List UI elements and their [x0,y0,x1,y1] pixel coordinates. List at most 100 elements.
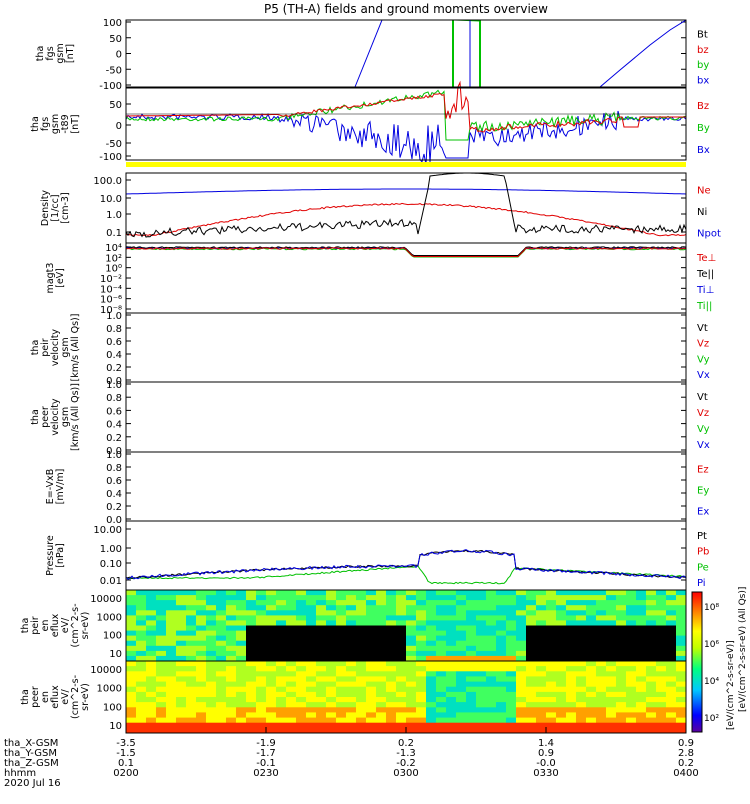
heat-cell [326,717,337,724]
heat-cell [146,722,157,729]
heat-cell [536,645,547,652]
heat-cell [126,727,137,733]
heat-cell [576,635,587,642]
heat-cell [146,686,157,693]
heat-cell [666,650,677,657]
heat-cell [306,717,317,724]
heat-cell [306,595,317,601]
heat-cell [556,686,567,693]
heat-cell [566,615,577,621]
heat-cell [156,671,167,677]
heat-cell [306,650,317,657]
heat-cell [476,615,487,621]
ylabel-line: en [40,691,51,703]
ytick-label: 10⁴ [105,243,122,254]
heat-cell [406,650,417,657]
heat-cell [516,702,527,708]
heat-cell [336,717,347,724]
xaxis-row-label: tha_Y-GSM [4,748,57,759]
heat-cell [536,590,547,596]
heat-cell [516,595,527,601]
heat-cell [136,722,147,729]
heat-cell [316,620,327,626]
ylabel-line: gsm [55,43,66,63]
panel-peer_en_eflux: tha peer en eflux eV/(cm^2-s-sr-eV)100001000… [20,665,686,732]
heat-cell [636,712,647,718]
heat-cell [456,625,467,632]
heat-cell [526,650,537,657]
heat-cell [616,707,627,713]
heat-cell [596,645,607,652]
heat-cell [306,671,317,677]
heat-cell [296,620,307,626]
heat-cell [596,605,607,611]
heat-cell [556,625,567,632]
heat-cell [366,620,377,626]
heat-cell [636,697,647,703]
heat-cell [346,620,357,626]
legend-Ni: Ni [697,207,707,218]
heat-cell [156,645,167,652]
heat-cell [356,691,367,698]
heat-cell [406,655,417,662]
ytick-label: 50 [109,100,122,111]
heat-cell [366,630,377,637]
heat-cell [356,620,367,626]
ylabel-line: gsm [60,407,71,427]
heat-cell [516,655,527,662]
heat-cell [596,676,607,682]
heat-cell [526,722,537,729]
heat-cell [606,605,617,611]
heat-cell [266,635,277,642]
heat-cell [586,650,597,657]
panel-peer_velocity: tha peer velocity gsm [km/s (All Qs)] 1.00.80… [30,380,710,457]
heat-cell [216,645,227,652]
heat-cell [476,707,487,713]
heat-cell [196,661,207,667]
heat-cell [226,666,237,672]
heat-cell [466,655,477,662]
heat-cell [196,605,207,611]
heat-cell [556,640,567,647]
heat-cell [236,610,247,616]
ytick-label: -50 [106,139,122,150]
legend-Bt: Bt [697,30,708,41]
heat-cell [656,727,667,733]
heat-cell [386,605,397,611]
heat-cell [286,722,297,729]
heat-cell [366,610,377,616]
heat-cell [326,681,337,688]
panel-peir_velocity: tha peir velocity gsm [km/s (All Qs)] 1.00.80… [30,311,710,387]
ytick-label: 0.10 [100,559,122,570]
panel-magt3: magt3 [eV]10⁴10²10⁰10⁻²10⁻⁴10⁻⁶10⁻⁸Te⊥Te|… [45,243,716,316]
heat-cell [406,681,417,688]
heat-cell [486,676,497,682]
heat-cell [156,686,167,693]
heat-cell [186,691,197,698]
heat-cell [216,697,227,703]
heat-cell [586,605,597,611]
heat-cell [496,666,507,672]
heat-cell [166,630,177,637]
heat-cell [626,595,637,601]
heat-cell [576,610,587,616]
heat-cell [466,686,477,693]
heat-cell [376,707,387,713]
heat-cell [516,681,527,688]
heat-cell [176,681,187,688]
colorbar-tick: 10⁸ [704,603,719,613]
heat-cell [506,702,517,708]
heat-cell [366,702,377,708]
heat-cell [396,635,407,642]
ylabel-line: tha [20,618,31,634]
legend-Pe: Pe [697,562,709,573]
heat-cell [546,671,557,677]
heat-cell [286,691,297,698]
heat-cell [196,645,207,652]
heat-cell [556,681,567,688]
heat-cell [536,635,547,642]
heat-cell [126,635,137,642]
heat-cell [296,702,307,708]
heat-cell [446,691,457,698]
heat-cell [566,717,577,724]
